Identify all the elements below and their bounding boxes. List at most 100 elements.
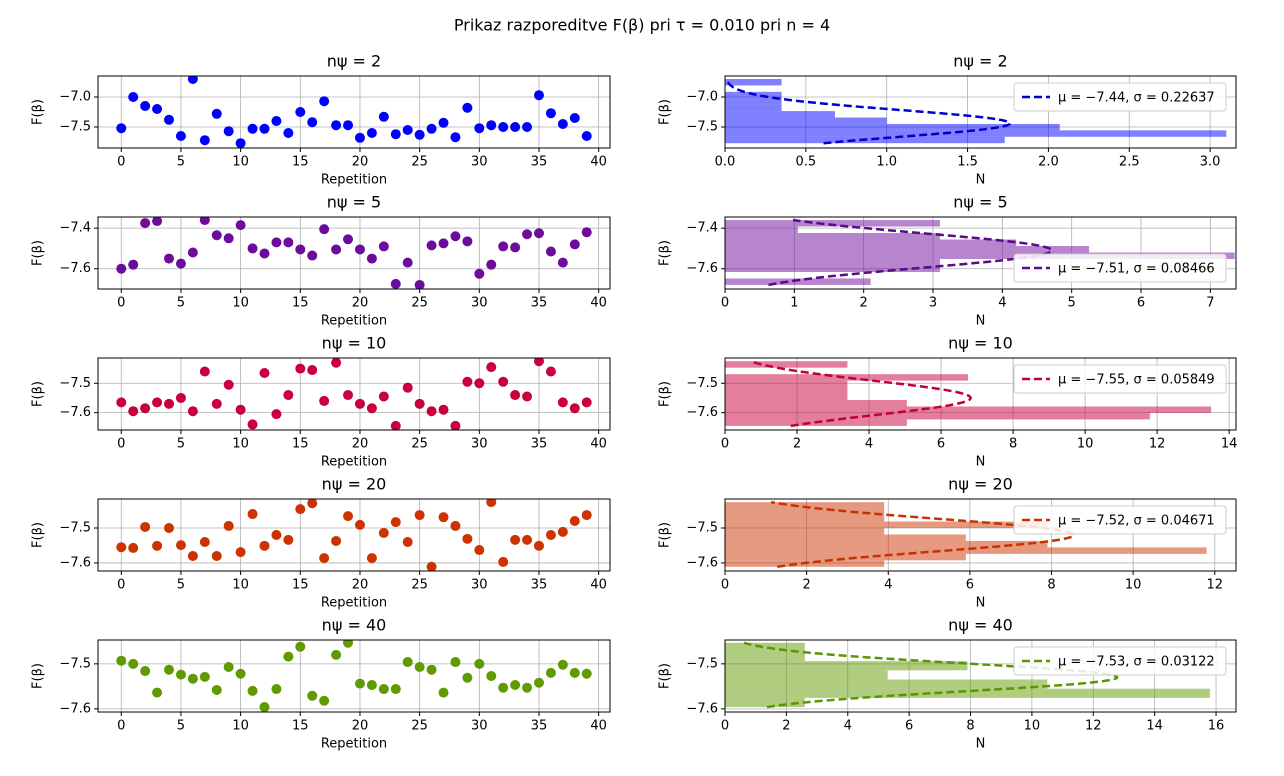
point [116, 655, 127, 666]
axes-frame [97, 639, 611, 713]
x-tick-label: 0 [117, 296, 125, 311]
x-tick-label: 30 [471, 296, 488, 311]
point [140, 218, 151, 229]
hist-bar [725, 226, 798, 234]
subplot-title: nψ = 20 [322, 475, 387, 494]
x-tick-label: 35 [531, 155, 548, 170]
x-tick-label: 3 [929, 296, 937, 311]
x-tick-label: 1.0 [876, 155, 897, 170]
point [128, 259, 139, 270]
hist-bar [725, 233, 940, 240]
point [557, 257, 568, 268]
point [128, 92, 139, 102]
point [283, 651, 294, 662]
point [331, 358, 342, 368]
hist-bar [725, 642, 805, 652]
subplot-title: nψ = 2 [327, 52, 381, 71]
x-tick-label: 4 [884, 578, 892, 593]
point [295, 641, 306, 652]
point [247, 419, 258, 430]
point [307, 690, 318, 701]
y-axis-label: F(β) [658, 381, 673, 407]
point [438, 512, 449, 523]
point [295, 107, 306, 117]
point [223, 379, 234, 390]
point [426, 561, 437, 571]
fit-curve [749, 360, 972, 428]
x-tick-label: 0 [721, 578, 729, 593]
point [462, 533, 473, 544]
point [247, 243, 258, 254]
point [533, 90, 544, 101]
x-axis-label: N [976, 173, 986, 188]
point [533, 228, 544, 239]
point [152, 540, 163, 551]
point [295, 244, 306, 255]
point [581, 510, 592, 521]
legend-box [1013, 505, 1227, 535]
point [319, 395, 330, 406]
subplot-title: nψ = 40 [322, 616, 387, 635]
point [247, 509, 258, 520]
point [450, 132, 461, 143]
axes-frame [724, 639, 1237, 713]
x-tick-label: 8 [1047, 578, 1055, 593]
axes-frame [97, 357, 611, 431]
x-tick-label: 25 [411, 296, 428, 311]
point [498, 122, 509, 132]
point [402, 657, 413, 668]
y-tick-label: −7.5 [59, 656, 91, 671]
plot-area [725, 360, 1212, 428]
x-tick-label: 20 [352, 578, 369, 593]
point [271, 409, 282, 420]
x-tick-label: 8 [966, 719, 974, 734]
point [557, 659, 568, 670]
point [271, 530, 282, 540]
hist-bar [725, 220, 940, 227]
x-tick-label: 6 [905, 719, 913, 734]
y-tick-label: −7.5 [686, 376, 718, 391]
point [366, 553, 377, 564]
x-axis-label: N [976, 596, 986, 611]
hist-bar [725, 406, 1212, 413]
x-tick-label: 5 [177, 296, 185, 311]
x-tick-label: 35 [531, 578, 548, 593]
x-tick-label: 0 [721, 437, 729, 452]
figure-title: Prikaz razporeditve F(β) pri τ = 0.010 p… [454, 16, 830, 35]
point [378, 527, 389, 538]
y-tick-label: −7.6 [686, 701, 718, 716]
point [271, 684, 282, 695]
point [116, 263, 127, 274]
point [522, 122, 533, 132]
point [450, 420, 461, 430]
point [187, 406, 198, 417]
x-tick-label: 30 [471, 155, 488, 170]
x-tick-label: 0 [117, 578, 125, 593]
point [545, 366, 556, 377]
y-tick-label: −7.6 [59, 261, 91, 276]
hist-bar [725, 534, 966, 541]
point [211, 230, 222, 241]
point [259, 123, 270, 134]
x-axis-label: N [976, 737, 986, 752]
y-tick-label: −7.5 [59, 521, 91, 536]
point [259, 702, 270, 712]
point [378, 684, 389, 695]
subplot-title: nψ = 10 [322, 334, 387, 353]
x-axis-label: Repetition [321, 596, 387, 611]
point [354, 398, 365, 409]
point [438, 117, 449, 128]
y-tick-label: −7.5 [59, 376, 91, 391]
hist-bar [725, 239, 1017, 247]
point [366, 253, 377, 264]
point [223, 520, 234, 531]
point [343, 640, 354, 648]
y-axis-label: F(β) [658, 99, 673, 125]
hist-bar [725, 400, 907, 407]
point [187, 76, 198, 84]
x-tick-label: 12 [1149, 437, 1166, 452]
point [175, 540, 186, 551]
x-tick-label: 2 [793, 437, 801, 452]
point [283, 534, 294, 545]
point [450, 231, 461, 242]
